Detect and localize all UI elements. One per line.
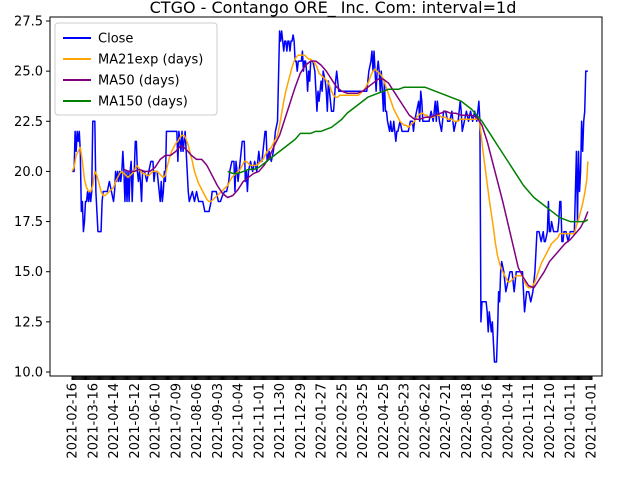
x-tick-label: 2021-02-16 — [66, 383, 81, 459]
x-tick-label: 2021-10-04 — [232, 383, 247, 459]
y-tick-label: 10.0 — [14, 365, 43, 380]
x-tick-label: 2022-06-22 — [418, 383, 433, 459]
x-tick-label: 2021-01-01 — [584, 383, 599, 459]
x-tick-label: 2022-07-21 — [439, 383, 454, 459]
x-tick-label: 2021-06-10 — [149, 383, 164, 459]
legend-label: MA21exp (days) — [98, 53, 203, 68]
x-tick-label: 2022-03-25 — [356, 383, 371, 459]
series-line-2 — [123, 60, 589, 289]
series-line-1 — [71, 54, 589, 289]
plot-series — [71, 30, 589, 363]
x-tick-label: 2021-03-16 — [86, 383, 101, 459]
x-tick-label: 2021-11-30 — [273, 383, 288, 459]
x-tick-label: 2021-11-01 — [252, 383, 267, 459]
x-tick-label: 2020-11-11 — [522, 383, 537, 459]
x-tick-label: 2021-08-06 — [190, 383, 205, 459]
x-tick-label: 2020-12-10 — [543, 383, 558, 459]
y-tick-label: 22.5 — [14, 115, 43, 130]
y-tick-label: 12.5 — [14, 315, 43, 330]
y-tick-label: 20.0 — [14, 165, 43, 180]
x-tick-label: 2020-10-14 — [501, 383, 516, 459]
legend-label: MA150 (days) — [98, 95, 188, 110]
legend-box — [54, 22, 218, 116]
x-tick-label: 2022-05-23 — [398, 383, 413, 459]
x-tick-label: 2022-01-27 — [315, 383, 330, 459]
x-axis: 2021-02-16 2021-03-16 2021-04-14 2021-05-12… — [66, 376, 599, 459]
x-tick-label: 2021-09-03 — [211, 383, 226, 459]
chart-title: CTGO - Contango ORE_ Inc. Com: interval=… — [150, 0, 517, 18]
series-line-3 — [227, 86, 589, 223]
y-axis: 10.0 12.5 15.0 17.5 20.0 22.5 25.0 27.5 — [14, 15, 50, 380]
x-tick-label: 2020-09-16 — [481, 383, 496, 459]
x-tick-label: 2021-07-09 — [169, 383, 184, 459]
y-tick-label: 27.5 — [14, 15, 43, 30]
x-tick-label: 2022-04-25 — [377, 383, 392, 459]
legend-label: Close — [98, 32, 133, 47]
plot-frame — [49, 16, 603, 377]
x-tick-label: 2021-12-29 — [294, 383, 309, 459]
y-tick-label: 25.0 — [14, 65, 43, 80]
x-tick-label: 2022-08-18 — [460, 383, 475, 459]
x-tick-label: 2021-01-11 — [564, 383, 579, 459]
legend-label: MA50 (days) — [98, 74, 180, 89]
y-tick-label: 17.5 — [14, 215, 43, 230]
y-tick-label: 15.0 — [14, 265, 43, 280]
x-tick-label: 2021-04-14 — [107, 383, 122, 459]
x-tick-label: 2022-02-25 — [335, 383, 350, 459]
legend: Close MA21exp (days) MA50 (days) MA150 (day… — [54, 22, 218, 116]
series-line-0 — [72, 30, 588, 363]
x-tick-label: 2021-05-12 — [128, 383, 143, 459]
